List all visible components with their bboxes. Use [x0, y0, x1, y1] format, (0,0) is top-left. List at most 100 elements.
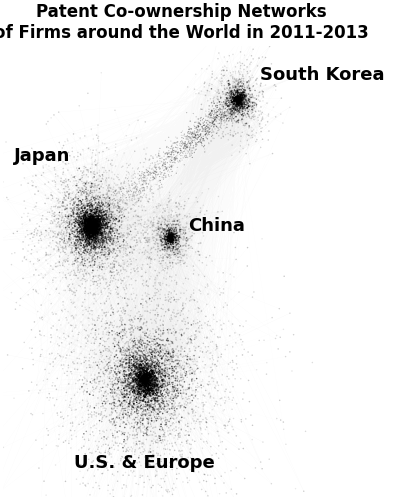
Point [145, 400, 151, 408]
Point [167, 430, 173, 438]
Point [148, 388, 155, 396]
Point [115, 446, 121, 454]
Point [209, 106, 215, 114]
Point [90, 214, 96, 222]
Point [172, 399, 178, 407]
Point [172, 392, 179, 400]
Point [78, 224, 85, 232]
Point [145, 371, 151, 379]
Point [64, 224, 70, 232]
Point [124, 262, 130, 270]
Point [231, 91, 237, 99]
Point [168, 142, 174, 150]
Point [95, 198, 102, 206]
Point [160, 340, 166, 348]
Point [82, 284, 88, 292]
Point [117, 344, 123, 352]
Point [179, 138, 186, 146]
Point [219, 116, 225, 124]
Point [94, 221, 100, 229]
Point [183, 140, 189, 148]
Point [143, 370, 149, 378]
Point [55, 204, 61, 212]
Point [242, 104, 249, 112]
Point [132, 397, 138, 405]
Point [89, 222, 95, 230]
Point [89, 222, 95, 230]
Point [169, 232, 176, 240]
Point [150, 386, 156, 394]
Point [126, 354, 133, 362]
Point [150, 374, 157, 382]
Point [143, 362, 150, 370]
Point [95, 230, 101, 238]
Point [174, 249, 180, 257]
Point [90, 220, 96, 228]
Point [54, 211, 60, 219]
Point [87, 224, 94, 232]
Point [196, 304, 202, 312]
Point [159, 246, 166, 254]
Point [98, 228, 104, 236]
Point [72, 236, 79, 244]
Point [88, 212, 95, 220]
Point [154, 436, 160, 444]
Point [90, 222, 96, 230]
Point [108, 220, 114, 228]
Point [88, 223, 95, 231]
Point [90, 225, 97, 233]
Point [151, 372, 157, 380]
Point [156, 377, 162, 385]
Point [93, 198, 99, 206]
Point [62, 242, 69, 250]
Point [117, 185, 124, 193]
Point [163, 174, 169, 182]
Point [170, 151, 177, 159]
Point [137, 380, 143, 388]
Point [98, 210, 104, 218]
Point [147, 378, 153, 386]
Point [84, 228, 90, 235]
Point [94, 222, 101, 230]
Point [141, 378, 148, 386]
Point [95, 223, 101, 231]
Point [88, 222, 95, 230]
Point [137, 382, 144, 390]
Point [162, 238, 168, 246]
Point [84, 223, 90, 231]
Point [135, 365, 141, 373]
Point [87, 226, 93, 234]
Point [140, 170, 146, 178]
Point [141, 374, 147, 382]
Point [92, 220, 99, 228]
Point [171, 358, 177, 366]
Point [80, 214, 86, 222]
Point [107, 392, 114, 400]
Point [152, 151, 159, 159]
Point [138, 382, 144, 390]
Point [231, 97, 238, 105]
Point [101, 216, 108, 224]
Point [79, 229, 85, 237]
Point [156, 164, 162, 172]
Point [122, 307, 129, 315]
Point [89, 217, 96, 225]
Point [143, 180, 149, 188]
Point [228, 92, 234, 100]
Point [210, 134, 216, 142]
Point [87, 217, 94, 225]
Point [236, 94, 242, 102]
Point [134, 357, 141, 365]
Point [120, 209, 127, 217]
Point [198, 120, 204, 128]
Point [150, 384, 156, 392]
Point [121, 378, 128, 386]
Point [60, 222, 66, 230]
Point [143, 346, 149, 354]
Point [127, 345, 134, 353]
Point [112, 388, 118, 396]
Point [104, 189, 110, 197]
Point [142, 238, 148, 246]
Point [222, 108, 228, 116]
Point [80, 226, 87, 234]
